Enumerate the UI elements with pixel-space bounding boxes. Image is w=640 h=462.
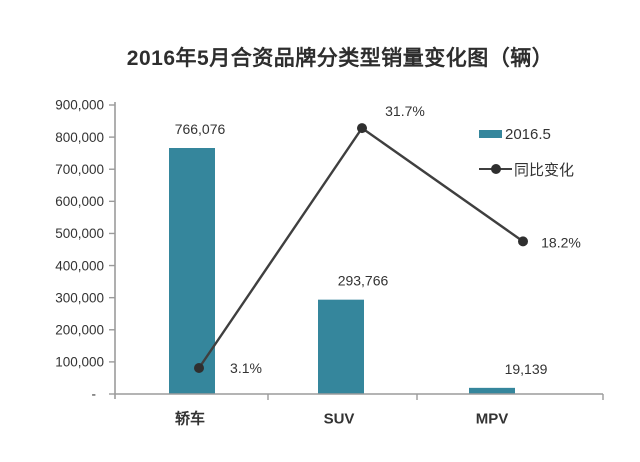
y-tick-label-5: 500,000: [55, 226, 104, 241]
legend-item-bar-series: 2016.5: [479, 125, 574, 143]
line-dot-icon: [491, 164, 501, 174]
legend: 2016.5 同比变化: [479, 125, 575, 179]
category-label-sedan: 轿车: [175, 409, 205, 427]
y-tick-label-0: -: [92, 387, 97, 402]
line-point-sedan: [194, 363, 204, 374]
y-tick-label-6: 600,000: [55, 194, 104, 209]
y-tick-label-1: 100,000: [55, 355, 104, 370]
bar-series-legend-label: 2016.5: [505, 125, 551, 143]
pct-label-mpv: 18.2%: [541, 234, 581, 250]
line-series-legend-label: 同比变化: [514, 161, 575, 179]
line-point-mpv: [518, 236, 528, 247]
pct-label-sedan: 3.1%: [230, 360, 262, 376]
y-tick-label-9: 900,000: [55, 98, 104, 113]
y-tick-label-3: 300,000: [55, 290, 104, 305]
bar-mpv: [469, 387, 515, 394]
bar-suv: [318, 299, 364, 394]
bar-value-label-suv: 293,766: [338, 273, 389, 289]
y-tick-label-2: 200,000: [55, 323, 104, 338]
y-tick-label-8: 800,000: [55, 130, 104, 145]
category-label-suv: SUV: [324, 410, 355, 427]
legend-item-line-series: 同比变化: [479, 161, 575, 179]
line-point-suv: [357, 123, 367, 134]
line-series-swatch-icon: [479, 164, 512, 174]
category-label-mpv: MPV: [476, 410, 509, 427]
bar-value-label-mpv: 19,139: [505, 361, 548, 377]
chart-title: 2016年5月合资品牌分类型销量变化图（辆）: [126, 47, 554, 70]
y-tick-label-4: 400,000: [55, 258, 104, 273]
bar-series-swatch-icon: [479, 130, 502, 138]
bar-value-label-sedan: 766,076: [175, 121, 226, 137]
y-tick-label-7: 700,000: [55, 162, 104, 177]
pct-label-suv: 31.7%: [385, 103, 425, 119]
bar-sedan: [169, 148, 215, 394]
